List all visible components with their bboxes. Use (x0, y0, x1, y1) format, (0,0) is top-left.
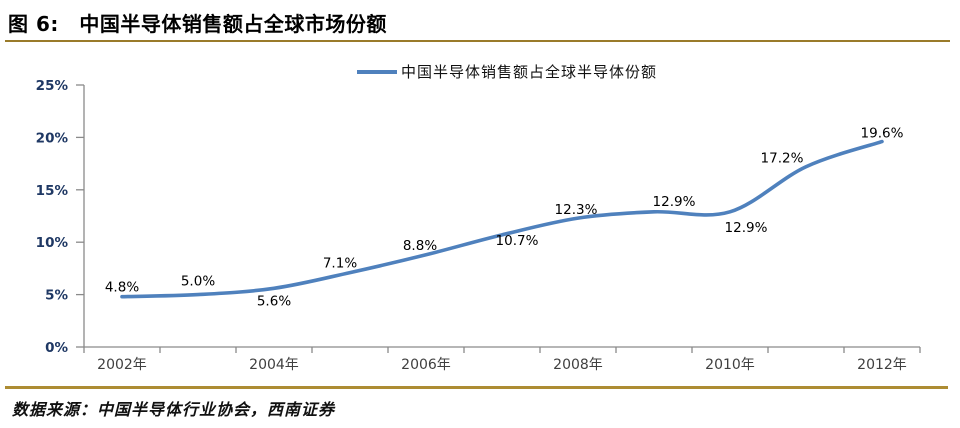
svg-text:2006年: 2006年 (401, 357, 451, 373)
svg-text:5.6%: 5.6% (257, 293, 291, 309)
svg-text:7.1%: 7.1% (323, 256, 357, 272)
svg-text:2008年: 2008年 (553, 357, 603, 373)
data-source-note: 数据来源：中国半导体行业协会，西南证券 (12, 400, 336, 419)
svg-text:12.3%: 12.3% (555, 202, 598, 218)
svg-text:2004年: 2004年 (249, 357, 299, 373)
svg-text:8.8%: 8.8% (403, 238, 437, 254)
svg-text:10%: 10% (36, 235, 69, 251)
legend-line-swatch-icon (356, 69, 397, 74)
svg-text:10.7%: 10.7% (496, 233, 539, 249)
legend-entry: 中国半导体销售额占全球半导体份额 (356, 61, 657, 82)
svg-text:2002年: 2002年 (97, 357, 147, 373)
line-chart: 0% 5% 10% 15% 20% 25% 2002年 2004年 2006年 2008年 2010… (36, 78, 921, 373)
svg-text:0%: 0% (45, 340, 68, 356)
svg-text:2010年: 2010年 (705, 357, 755, 373)
svg-text:4.8%: 4.8% (105, 280, 139, 296)
svg-text:2012年: 2012年 (857, 357, 907, 373)
svg-text:25%: 25% (36, 78, 69, 94)
figure-title: 图 6: 中国半导体销售额占全球市场份额 (8, 12, 387, 36)
chart-legend: 中国半导体销售额占全球半导体份额 (0, 61, 960, 82)
svg-text:5.0%: 5.0% (181, 274, 215, 290)
legend-label: 中国半导体销售额占全球半导体份额 (400, 63, 657, 81)
svg-text:12.9%: 12.9% (653, 194, 696, 210)
svg-text:12.9%: 12.9% (725, 220, 768, 236)
title-divider-rule (5, 40, 950, 42)
svg-text:17.2%: 17.2% (761, 151, 804, 167)
svg-text:15%: 15% (36, 183, 69, 199)
svg-text:5%: 5% (45, 288, 68, 304)
svg-text:19.6%: 19.6% (861, 126, 904, 142)
footer-divider-rule (5, 386, 948, 389)
svg-text:20%: 20% (36, 130, 69, 146)
